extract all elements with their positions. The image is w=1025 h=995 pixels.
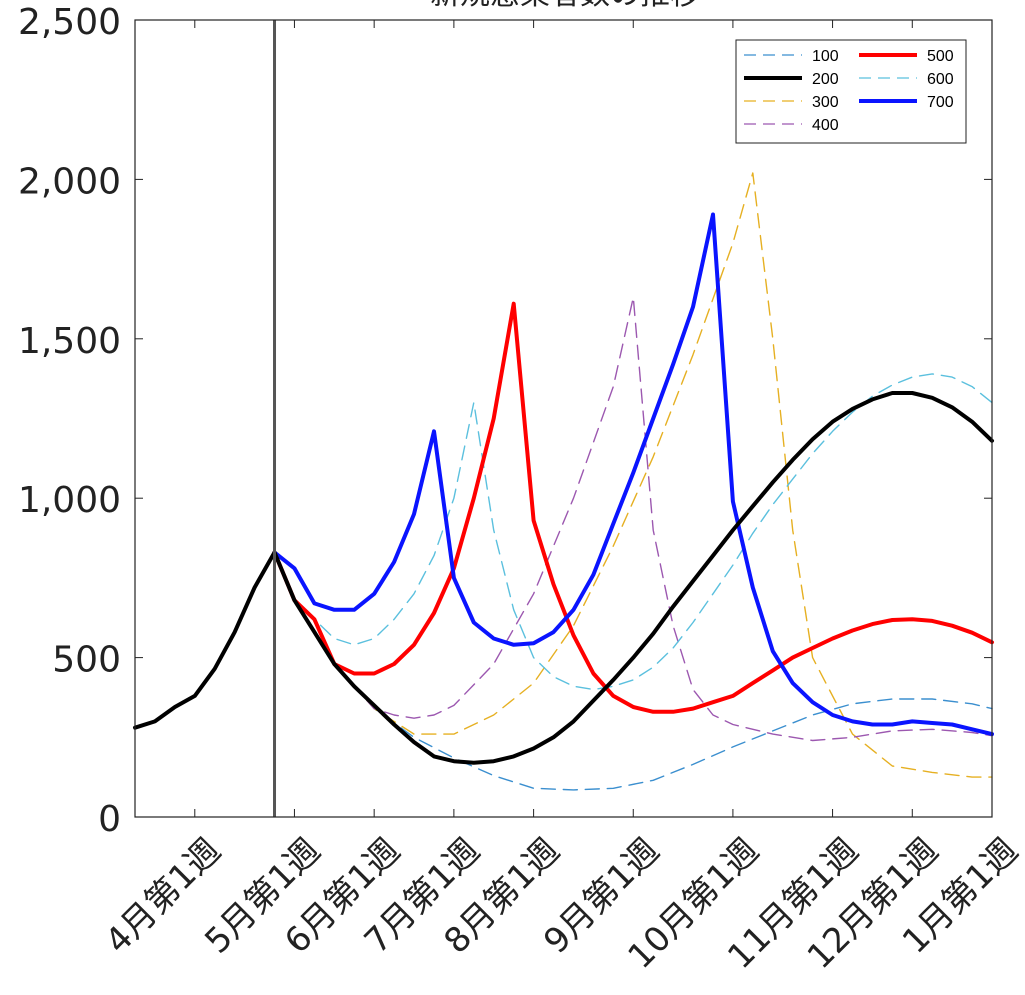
y-axis: 0 500 1,000 1,500 2,000 2,500 bbox=[18, 2, 992, 840]
y-tick-label: 1,000 bbox=[18, 480, 121, 521]
series-line-400 bbox=[273, 296, 993, 742]
legend-label-600: 600 bbox=[927, 71, 954, 88]
legend-label-500: 500 bbox=[927, 48, 954, 65]
legend-label-400: 400 bbox=[812, 117, 839, 134]
series-line-500 bbox=[272, 301, 994, 714]
legend-box bbox=[735, 39, 967, 144]
series-line-200 bbox=[133, 391, 994, 765]
plot-frame bbox=[134, 19, 993, 818]
series-line-700 bbox=[272, 212, 994, 737]
legend-label-100: 100 bbox=[812, 48, 839, 65]
chart-title: 新規感染者数の推移 bbox=[430, 0, 700, 12]
y-tick-label: 1,500 bbox=[18, 321, 121, 362]
legend-label-700: 700 bbox=[927, 94, 954, 111]
series-line-300 bbox=[273, 172, 993, 778]
y-tick-label: 0 bbox=[98, 799, 121, 840]
series-line-100 bbox=[273, 551, 993, 791]
y-tick-label: 2,000 bbox=[18, 161, 121, 202]
y-tick-label: 500 bbox=[52, 640, 121, 681]
legend-label-300: 300 bbox=[812, 94, 839, 111]
series-layer bbox=[133, 172, 994, 791]
y-tick-label: 2,500 bbox=[18, 2, 121, 43]
legend-label-200: 200 bbox=[812, 71, 839, 88]
series-line-600 bbox=[273, 373, 993, 691]
legend: 100 200 300 400 500 600 700 bbox=[735, 39, 967, 144]
x-axis: 4月第1週5月第1週6月第1週7月第1週8月第1週9月第1週10月第1週11月第… bbox=[98, 20, 1025, 977]
